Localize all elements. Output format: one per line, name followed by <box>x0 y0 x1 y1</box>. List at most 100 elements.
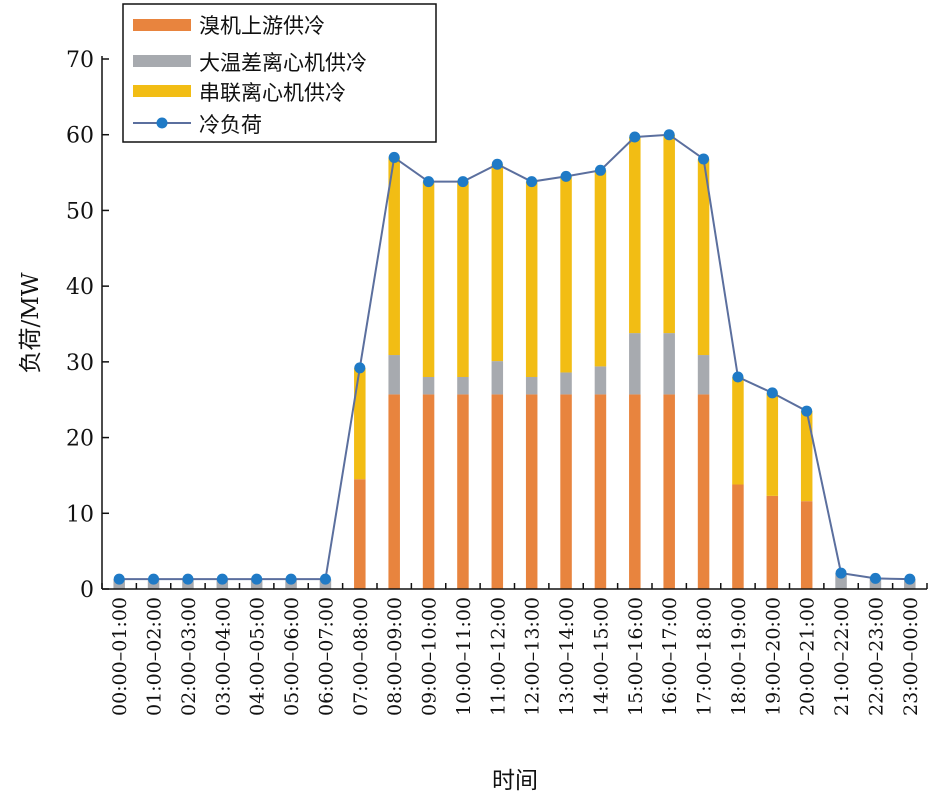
bar-segment-large-temp-diff <box>388 355 400 395</box>
load-line <box>119 133 910 581</box>
bar-segment-large-temp-diff <box>457 377 469 395</box>
x-tick-label: 10:00–11:00 <box>453 597 475 716</box>
load-point <box>491 158 503 170</box>
bar-segment-large-temp-diff <box>560 372 572 395</box>
load-point <box>526 176 538 188</box>
bar-segment-upstream <box>800 501 813 589</box>
bar-segment-large-temp-diff <box>663 333 675 395</box>
bars-layer <box>113 134 916 589</box>
bar-segment-upstream <box>525 394 538 589</box>
bar-segment-series <box>766 392 779 496</box>
bar-segment-series <box>594 170 607 367</box>
bar-segment-series <box>354 367 366 480</box>
bar-segment-series <box>388 157 400 356</box>
y-tick-label: 20 <box>66 427 94 452</box>
legend-swatch-series <box>133 85 191 97</box>
bar-segment-upstream <box>491 394 504 589</box>
bar-segment-large-temp-diff <box>594 366 607 395</box>
x-tick-label: 01:00–02:00 <box>144 597 166 716</box>
load-point <box>216 573 228 585</box>
bar-segment-large-temp-diff <box>422 377 435 395</box>
bar-segment-series <box>697 158 710 356</box>
bar-segment-series <box>629 136 641 334</box>
bar-segment-large-temp-diff <box>835 573 847 589</box>
x-axis-title: 时间 <box>492 768 538 794</box>
legend-label-upstream: 溴机上游供冷 <box>199 14 325 38</box>
y-tick-labels: 0 10 20 30 40 50 60 70 <box>66 48 94 603</box>
bar-segment-upstream <box>354 479 366 589</box>
x-tick-label: 15:00–16:00 <box>625 597 647 716</box>
load-point <box>113 573 125 585</box>
axes-layer <box>101 56 928 590</box>
legend-label-series: 串联离心机供冷 <box>199 81 346 105</box>
load-point <box>388 151 400 163</box>
x-tick-label: 05:00–06:00 <box>281 597 303 716</box>
x-tick-label: 03:00–04:00 <box>212 597 234 716</box>
x-tick-label: 00:00–01:00 <box>109 597 131 716</box>
bar-segment-series <box>422 181 435 377</box>
load-point <box>285 573 297 585</box>
load-point <box>766 387 778 399</box>
bar-segment-upstream <box>594 394 607 589</box>
bar-segment-upstream <box>388 394 400 589</box>
bar-segment-series <box>732 377 744 485</box>
bar-segment-series <box>457 181 469 377</box>
load-point <box>560 170 572 182</box>
x-tick-label: 11:00–12:00 <box>487 597 509 716</box>
bar-segment-upstream <box>629 394 641 589</box>
bar-segment-upstream <box>457 394 469 589</box>
load-point <box>251 573 263 585</box>
bar-segment-series <box>663 134 675 334</box>
y-axis-title: 负荷/MW <box>18 272 44 373</box>
load-point <box>869 572 881 584</box>
bar-segment-large-temp-diff <box>697 355 710 395</box>
bar-segment-large-temp-diff <box>491 361 504 395</box>
load-point <box>904 573 916 585</box>
x-tick-label: 08:00–09:00 <box>384 597 406 716</box>
x-tick-label: 20:00–21:00 <box>797 597 819 716</box>
bar-segment-upstream <box>560 394 572 589</box>
y-tick-label: 50 <box>66 199 94 224</box>
x-tick-label: 12:00–13:00 <box>522 597 544 716</box>
y-tick-label: 60 <box>66 124 94 149</box>
x-tick-label: 22:00–23:00 <box>865 597 887 716</box>
legend-swatch-upstream <box>133 19 191 31</box>
load-point <box>629 131 641 143</box>
bar-segment-upstream <box>422 394 435 589</box>
load-point <box>801 405 813 417</box>
y-tick-label: 0 <box>80 578 94 603</box>
load-point <box>148 573 160 585</box>
bar-segment-large-temp-diff <box>525 377 538 395</box>
legend: 溴机上游供冷 大温差离心机供冷 串联离心机供冷 冷负荷 <box>122 3 437 143</box>
load-point <box>732 371 744 383</box>
y-tick-label: 40 <box>66 275 94 300</box>
x-tick-label: 07:00–08:00 <box>350 597 372 716</box>
load-point <box>319 573 331 585</box>
legend-label-large-temp-diff: 大温差离心机供冷 <box>199 51 367 75</box>
legend-marker-load <box>156 117 168 129</box>
load-point <box>835 567 847 579</box>
x-tick-label: 04:00–05:00 <box>247 597 269 716</box>
load-point <box>354 362 366 374</box>
x-tick-label: 02:00–03:00 <box>178 597 200 716</box>
load-point <box>457 176 469 188</box>
bar-segment-series <box>560 176 572 373</box>
bar-segment-series <box>800 411 813 502</box>
y-tick-label: 30 <box>66 351 94 376</box>
x-tick-label: 23:00–00:00 <box>900 597 922 716</box>
x-tick-labels: 00:00–01:00 01:00–02:00 02:00–03:00 03:00–0… <box>109 597 922 716</box>
bar-segment-upstream <box>766 495 779 589</box>
bar-segment-series <box>491 164 504 362</box>
x-tick-label: 16:00–17:00 <box>659 597 681 716</box>
bar-segment-upstream <box>697 394 710 589</box>
bar-segment-large-temp-diff <box>629 333 641 395</box>
bar-segment-series <box>525 181 538 377</box>
load-line-layer <box>113 129 916 585</box>
y-tick-label: 10 <box>66 502 94 527</box>
x-tick-label: 21:00–22:00 <box>831 597 853 716</box>
x-tick-label: 18:00–19:00 <box>728 597 750 716</box>
legend-label-load: 冷负荷 <box>199 113 262 137</box>
x-tick-label: 09:00–10:00 <box>419 597 441 716</box>
load-point <box>594 164 606 176</box>
x-tick-label: 13:00–14:00 <box>556 597 578 716</box>
